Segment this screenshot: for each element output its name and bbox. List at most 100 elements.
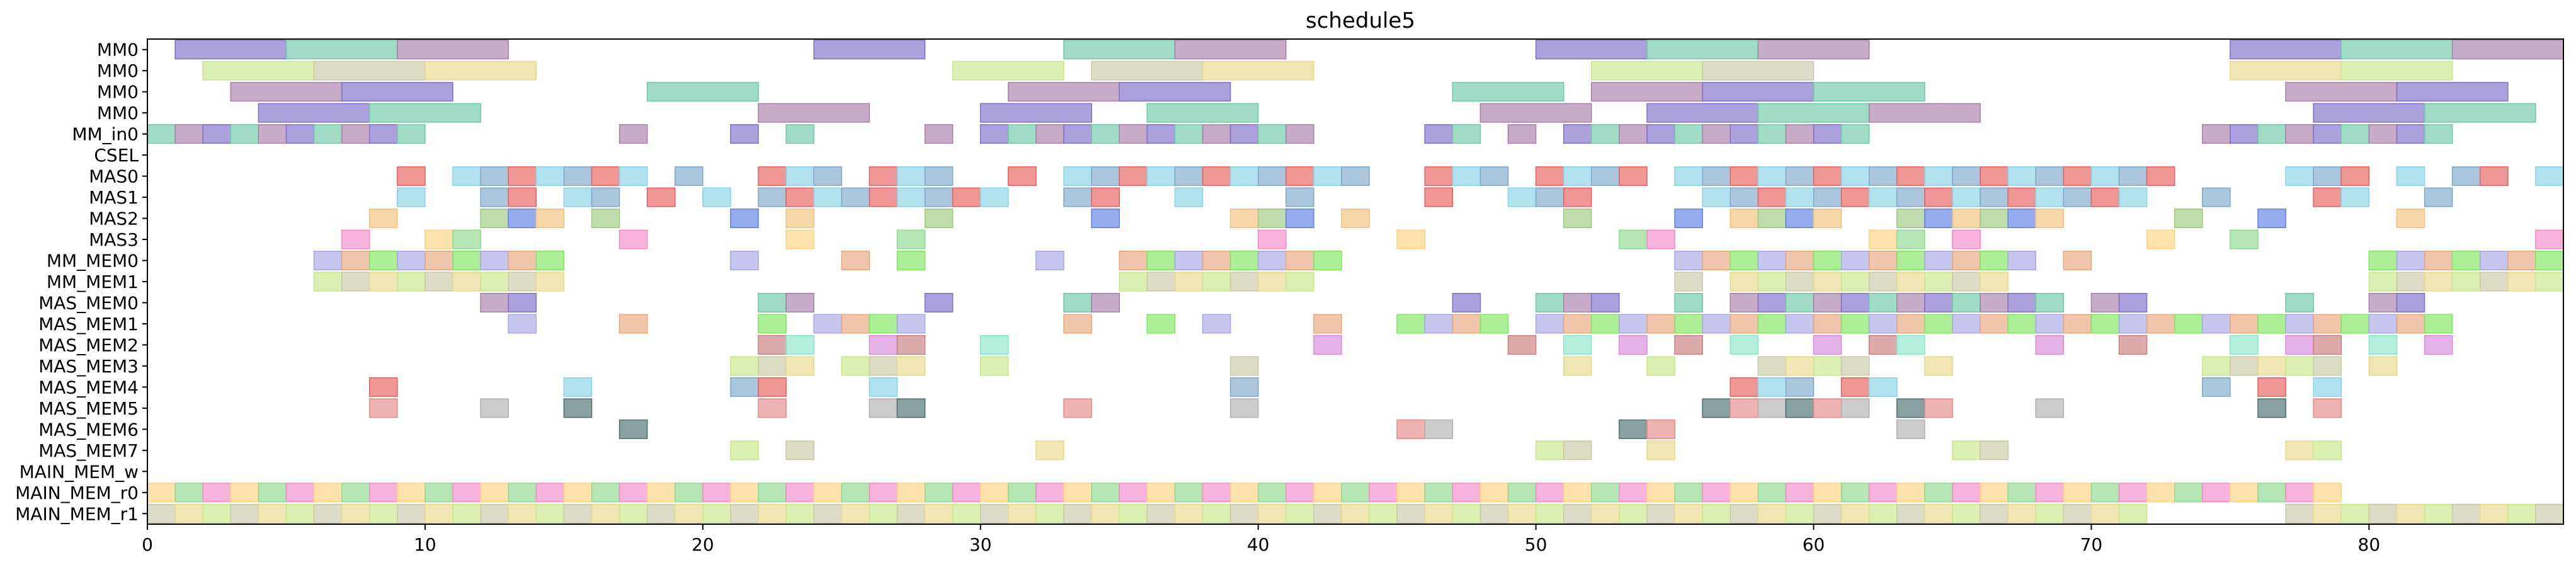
task-bar <box>1952 314 1981 334</box>
task-bar <box>1091 166 1120 186</box>
task-bar <box>924 124 954 144</box>
task-bar <box>1813 356 1842 376</box>
task-bar <box>1730 272 1759 292</box>
task-bar <box>1369 483 1398 503</box>
row-label: MAS_MEM0 <box>38 292 139 313</box>
task-bar <box>1202 166 1231 186</box>
task-bar <box>2118 483 2148 503</box>
task-bar <box>618 229 648 249</box>
task-bar <box>1674 251 1703 271</box>
task-bar <box>813 187 843 207</box>
task-bar <box>1924 483 1953 503</box>
task-bar <box>1952 251 1981 271</box>
task-bar <box>1035 503 1064 524</box>
task-bar <box>1229 166 1259 186</box>
row-label: MAS_MEM6 <box>38 419 139 440</box>
task-bar <box>2368 314 2398 334</box>
task-bar <box>924 187 954 207</box>
task-bar <box>1063 124 1092 144</box>
task-bar <box>758 398 787 418</box>
task-bar <box>785 166 814 186</box>
task-bar <box>1896 503 1925 524</box>
task-bar <box>1702 483 1731 503</box>
task-bar <box>1035 440 1064 461</box>
task-bar <box>813 503 843 524</box>
task-bar <box>2535 229 2564 249</box>
task-bar <box>1063 483 1092 503</box>
task-bar <box>1563 187 1592 207</box>
task-bar <box>674 503 704 524</box>
task-bar <box>508 503 537 524</box>
task-bar <box>2174 314 2203 334</box>
task-bar <box>952 483 981 503</box>
task-bar <box>425 503 453 524</box>
task-bar <box>2507 503 2536 524</box>
task-bar <box>1591 124 1620 144</box>
x-axis: 0 10 20 30 40 50 60 70 80 <box>142 524 2380 555</box>
task-bar <box>452 503 481 524</box>
bars-layer <box>147 40 2564 524</box>
task-bar <box>1202 272 1231 292</box>
task-bar <box>368 209 398 229</box>
row-label: MM0 <box>97 40 139 60</box>
task-bar <box>1063 187 1092 207</box>
task-bar <box>2535 503 2564 524</box>
task-bar <box>1619 229 1648 249</box>
task-bar <box>397 166 426 186</box>
task-bar <box>1952 209 1981 229</box>
task-bar <box>1868 103 1981 123</box>
task-bar <box>1757 124 1787 144</box>
task-bar <box>1785 166 1815 186</box>
task-bar <box>425 272 453 292</box>
task-bar <box>1591 60 1703 81</box>
task-bar <box>2285 483 2314 503</box>
task-bar <box>618 483 648 503</box>
task-bar <box>1840 187 1870 207</box>
task-bar <box>1341 483 1370 503</box>
task-bar <box>1591 166 1620 186</box>
task-bar <box>1646 103 1759 123</box>
task-bar <box>1730 483 1759 503</box>
task-bar <box>869 483 898 503</box>
task-bar <box>397 251 426 271</box>
task-bar <box>2285 292 2314 312</box>
task-bar <box>368 398 398 418</box>
row-label: MAS_MEM3 <box>38 356 139 377</box>
task-bar <box>2313 166 2342 186</box>
task-bar <box>2007 209 2037 229</box>
task-bar <box>1896 229 1925 249</box>
task-bar <box>2174 209 2203 229</box>
task-bar <box>2340 314 2370 334</box>
task-bar <box>2035 292 2065 312</box>
task-bar <box>1174 124 1204 144</box>
task-bar <box>1146 166 1176 186</box>
task-bar <box>1924 292 1953 312</box>
task-bar <box>2368 356 2398 376</box>
task-bar <box>1896 209 1925 229</box>
task-bar <box>1730 335 1759 355</box>
task-bar <box>2007 503 2037 524</box>
task-bar <box>1757 166 1787 186</box>
task-bar <box>2396 251 2425 271</box>
task-bar <box>1702 82 1815 102</box>
task-bar <box>2313 377 2342 397</box>
task-bar <box>174 40 287 60</box>
task-bar <box>1924 398 1953 418</box>
task-bar <box>1229 272 1259 292</box>
task-bar <box>2090 187 2120 207</box>
task-bar <box>1396 314 1425 334</box>
task-bar <box>2368 503 2398 524</box>
task-bar <box>646 483 676 503</box>
task-bar <box>1535 440 1564 461</box>
task-bar <box>202 124 232 144</box>
task-bar <box>618 166 648 186</box>
task-bar <box>980 335 1009 355</box>
task-bar <box>2257 124 2286 144</box>
row-label: MAS_MEM5 <box>38 398 139 419</box>
task-bar <box>813 40 926 60</box>
task-bar <box>258 483 287 503</box>
task-bar <box>2118 503 2148 524</box>
task-bar <box>2313 398 2342 418</box>
task-bar <box>1174 187 1204 207</box>
task-bar <box>1757 209 1787 229</box>
